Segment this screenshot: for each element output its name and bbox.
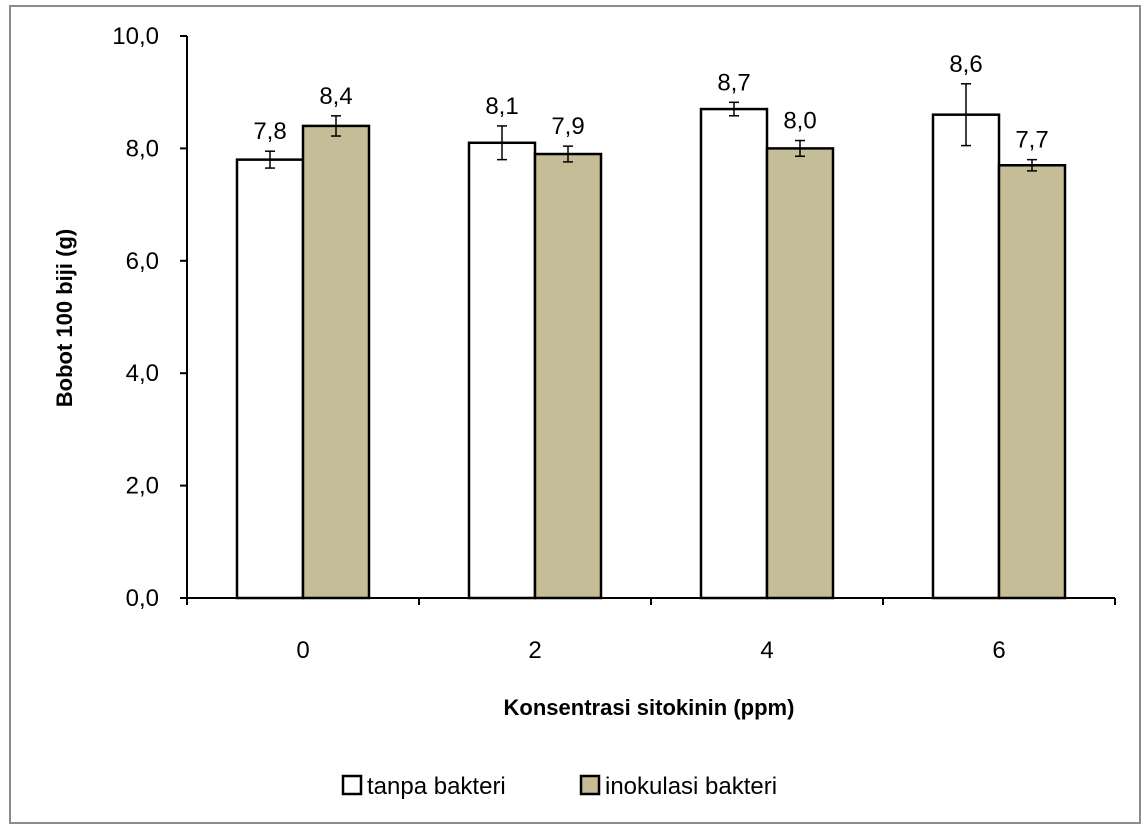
data-label: 8,1 — [485, 93, 518, 120]
x-tick-label: 2 — [528, 637, 541, 664]
bar-inokulasi-bakteri — [765, 147, 835, 600]
x-axis-title: Konsentrasi sitokinin (ppm) — [504, 695, 795, 720]
bar-inokulasi-bakteri — [997, 164, 1067, 600]
legend-label: tanpa bakteri — [367, 773, 506, 800]
y-tick-label: 2,0 — [126, 473, 159, 500]
legend-swatch — [579, 774, 601, 796]
x-tick-label: 0 — [296, 637, 309, 664]
x-axis-ticks: 0 2 4 6 — [186, 598, 1116, 664]
bar-tanpa-bakteri — [699, 107, 769, 600]
y-tick-label: 10,0 — [112, 23, 159, 50]
data-label: 8,4 — [319, 83, 352, 110]
legend-swatch — [341, 774, 363, 796]
x-tick-label: 4 — [760, 637, 773, 664]
y-axis-ticks: 0,0 2,0 4,0 6,0 8,0 10,0 — [112, 23, 187, 612]
data-label: 8,0 — [783, 108, 816, 135]
error-bars-group — [265, 83, 1037, 172]
y-tick-label: 0,0 — [126, 585, 159, 612]
data-label: 7,8 — [253, 118, 286, 145]
bar-inokulasi-bakteri — [533, 152, 603, 600]
bar-tanpa-bakteri — [931, 113, 1001, 600]
data-label: 7,7 — [1015, 127, 1048, 154]
y-axis-title: Bobot 100 biji (g) — [52, 229, 77, 407]
data-label: 8,7 — [717, 69, 750, 96]
data-labels-group: 7,8 8,1 8,7 8,6 8,4 7,9 8,0 7,7 — [253, 51, 1048, 154]
data-label: 8,6 — [949, 51, 982, 78]
y-tick-label: 4,0 — [126, 360, 159, 387]
bar-tanpa-bakteri — [235, 158, 305, 600]
x-tick-label: 6 — [992, 637, 1005, 664]
y-tick-label: 6,0 — [126, 248, 159, 275]
bar-tanpa-bakteri — [467, 141, 537, 600]
legend-label: inokulasi bakteri — [605, 773, 777, 800]
legend: tanpa bakteri inokulasi bakteri — [341, 773, 777, 800]
bar-inokulasi-bakteri — [301, 124, 371, 600]
data-label: 7,9 — [551, 113, 584, 140]
y-tick-label: 8,0 — [126, 135, 159, 162]
